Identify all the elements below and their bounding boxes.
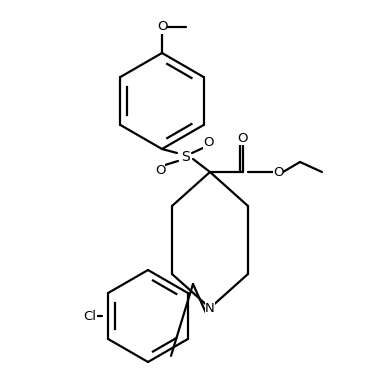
Text: O: O (157, 21, 167, 33)
Text: O: O (203, 137, 213, 149)
Text: S: S (181, 150, 189, 164)
Text: O: O (155, 163, 165, 177)
Text: Cl: Cl (83, 309, 97, 322)
Text: O: O (273, 166, 283, 178)
Text: N: N (205, 301, 215, 315)
Text: O: O (238, 131, 248, 145)
